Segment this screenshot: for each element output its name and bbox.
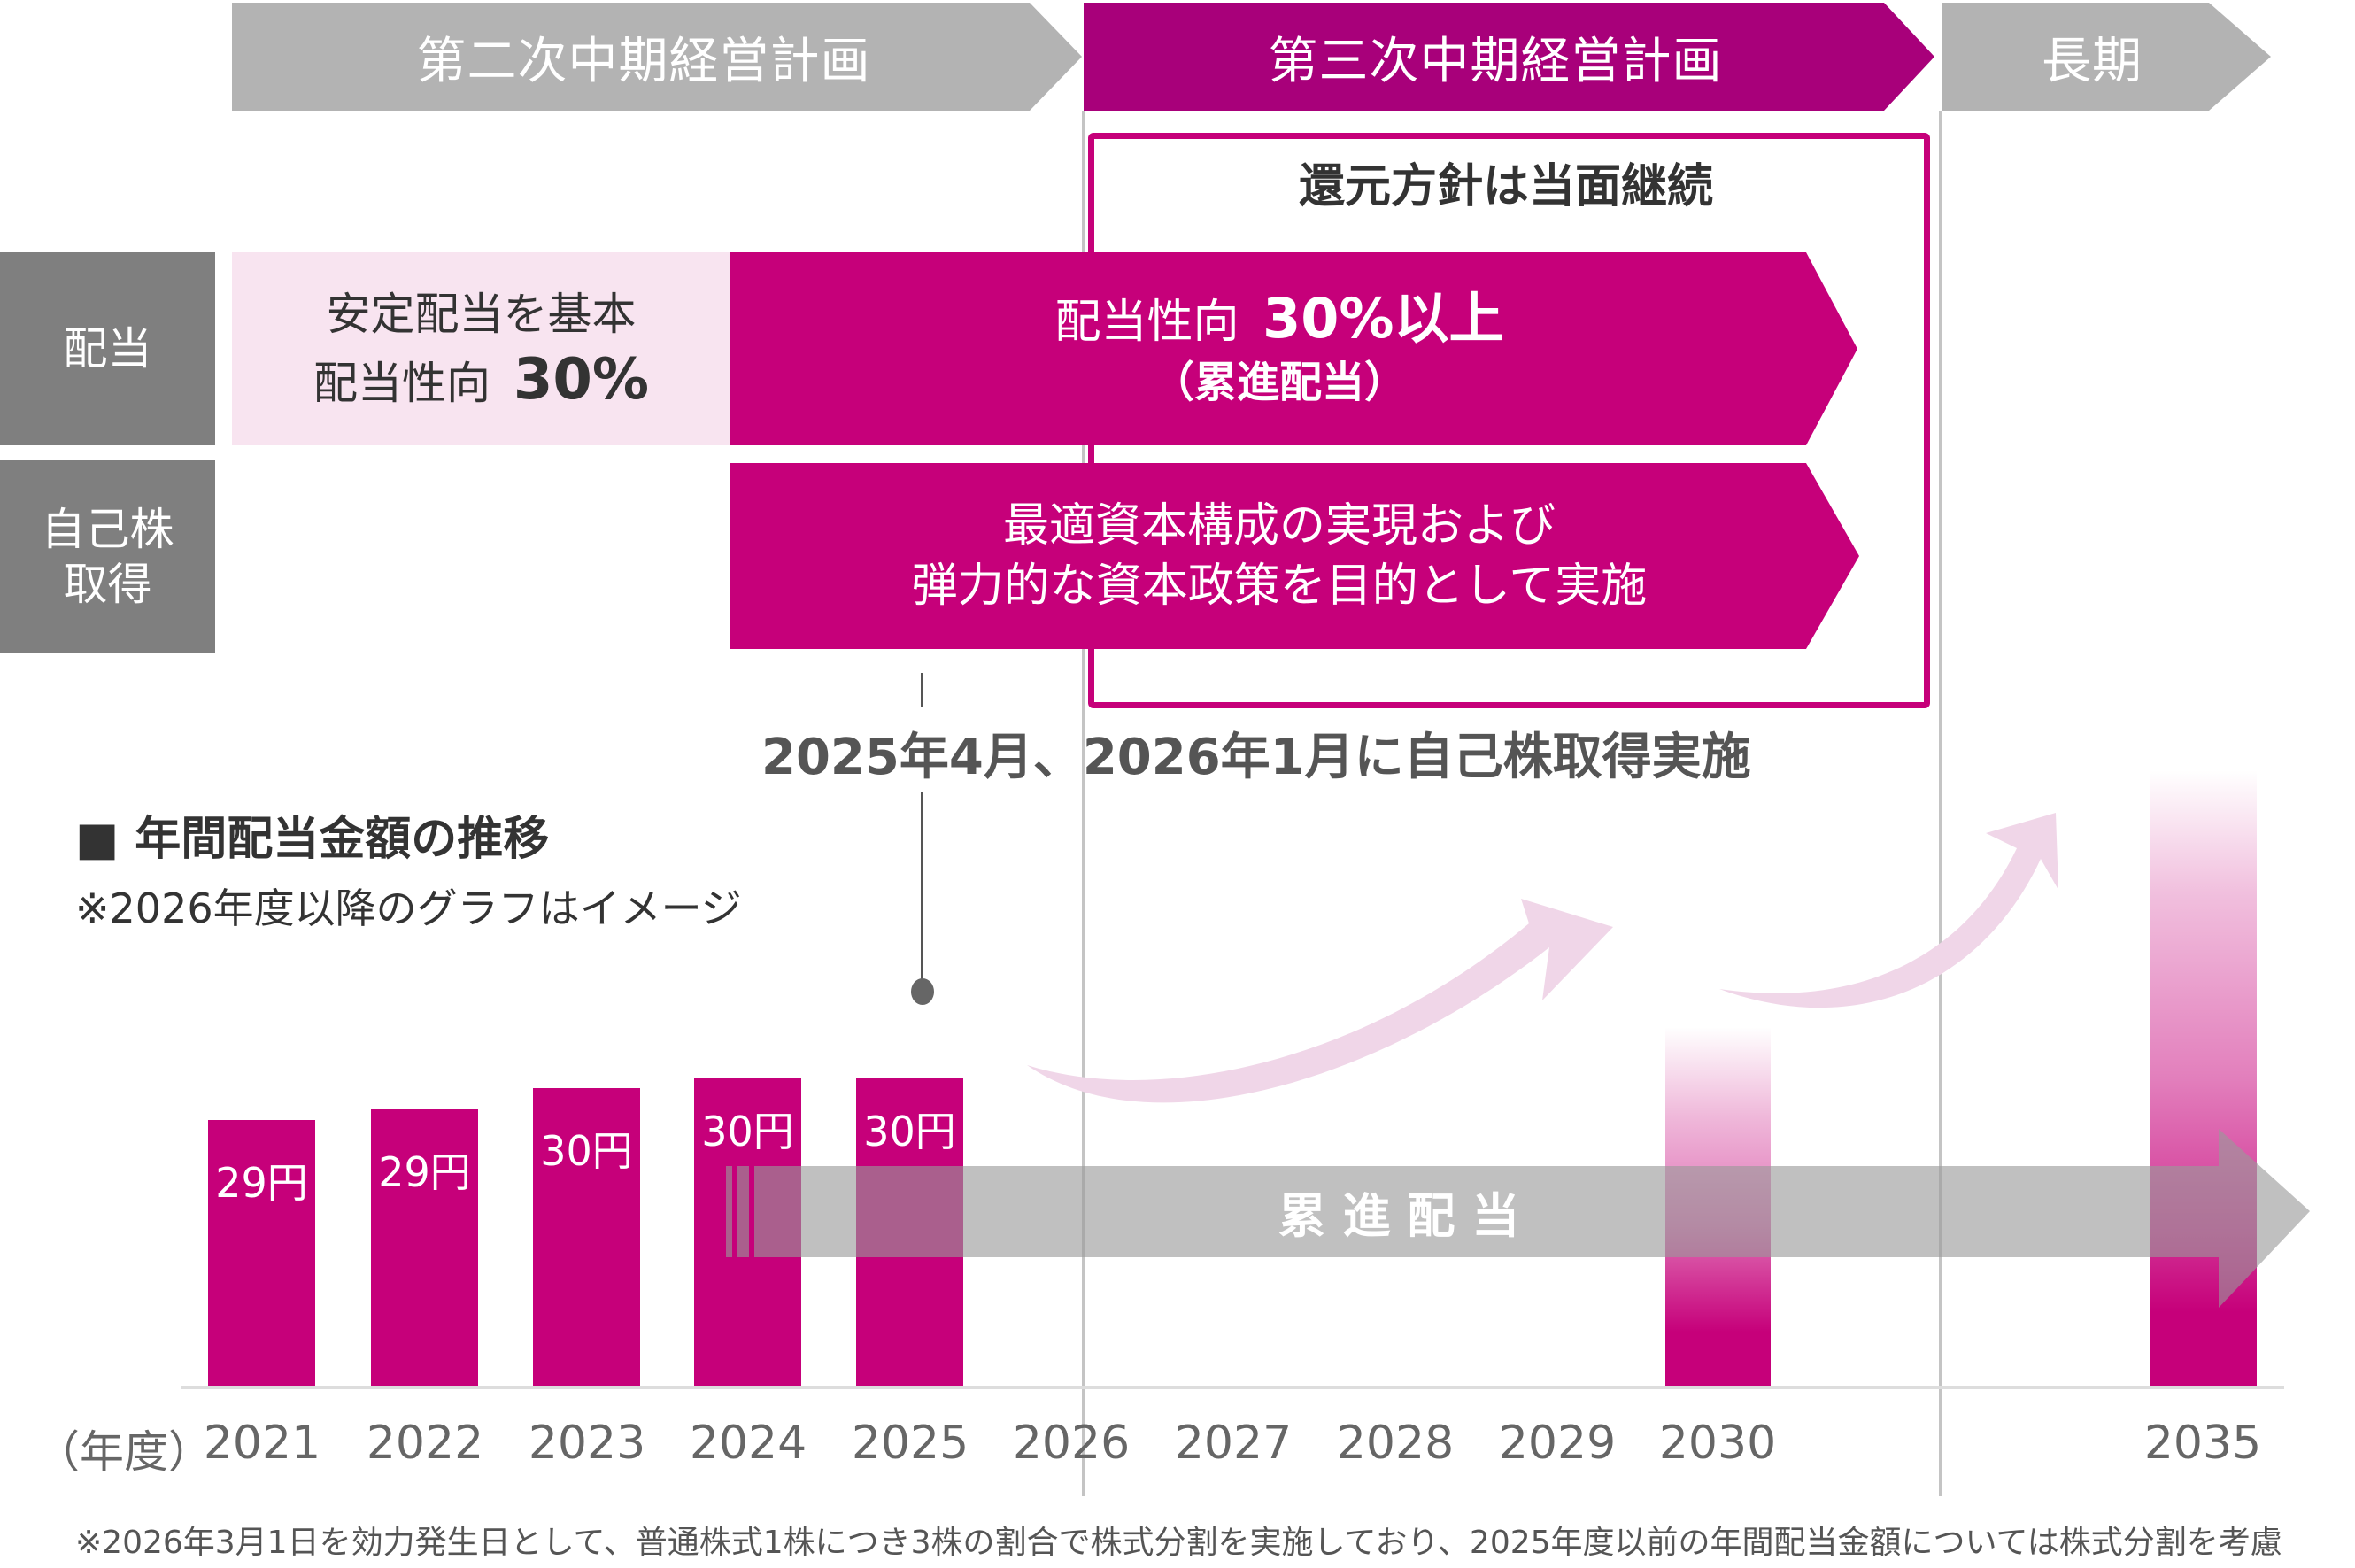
dividend-current-policy: 安定配当を基本 配当性向 30% bbox=[232, 252, 730, 445]
bar-2023: 30円 bbox=[533, 1088, 640, 1386]
chart-note: ※2026年度以降のグラフはイメージ bbox=[75, 884, 742, 932]
chart-baseline bbox=[181, 1386, 2284, 1389]
chart-title: 年間配当金額の推移 bbox=[135, 813, 550, 866]
growth-curve-arrows bbox=[1027, 813, 2058, 1103]
phase-2-arrow-shape bbox=[232, 3, 1082, 111]
growth-arrow-2-icon bbox=[1719, 813, 2058, 1008]
callout-line-bottom bbox=[921, 792, 923, 992]
year-2028: 2028 bbox=[1336, 1417, 1455, 1470]
phase-arrows bbox=[232, 3, 2271, 111]
dividend-current-line2: 配当性向 30% bbox=[313, 347, 649, 416]
heading-square-icon: ■ bbox=[75, 813, 120, 866]
row-label-buyback-line2: 取得 bbox=[63, 558, 152, 610]
dividend-future-policy: 配当性向 30%以上 （累進配当） bbox=[730, 252, 1828, 445]
bar-2022: 29円 bbox=[371, 1109, 478, 1386]
year-2025: 2025 bbox=[851, 1417, 969, 1470]
payout-ratio-value: 30% bbox=[513, 347, 650, 413]
year-2022: 2022 bbox=[366, 1417, 484, 1470]
phase-long-arrow-shape bbox=[1942, 3, 2271, 111]
arrow-stripe-2 bbox=[737, 1166, 749, 1257]
axis-unit-label: （年度） bbox=[35, 1426, 212, 1478]
year-2024: 2024 bbox=[689, 1417, 807, 1470]
year-2035: 2035 bbox=[2143, 1417, 2262, 1470]
bar-2022-value: 29円 bbox=[378, 1148, 471, 1196]
growth-arrow-1-icon bbox=[1027, 899, 1613, 1103]
year-2026: 2026 bbox=[1012, 1417, 1131, 1470]
buyback-policy: 最適資本構成の実現および 弾力的な資本政策を目的として実施 bbox=[730, 463, 1828, 649]
policy-box-title: 還元方針は当面継続 bbox=[1298, 159, 1713, 213]
arrow-body bbox=[754, 1129, 2310, 1308]
buyback-line2: 弾力的な資本政策を目的として実施 bbox=[911, 560, 1648, 613]
policy-arrows bbox=[730, 252, 1859, 649]
dividend-future-line2: （累進配当） bbox=[1151, 358, 1407, 407]
bar-2024-value: 30円 bbox=[701, 1108, 794, 1155]
buyback-annotation: 2025年4月、2026年1月に自己株取得実施 bbox=[761, 729, 1751, 786]
dividend-current-line1: 安定配当を基本 bbox=[326, 289, 637, 340]
buyback-line1: 最適資本構成の実現および bbox=[1002, 499, 1556, 552]
progressive-dividend-arrow bbox=[726, 1129, 2310, 1308]
chart-heading: ■ 年間配当金額の推移 bbox=[75, 801, 549, 868]
bar-2023-value: 30円 bbox=[540, 1127, 633, 1175]
row-label-dividend-text: 配当 bbox=[63, 323, 152, 375]
payout-ratio-label: 配当性向 bbox=[313, 358, 490, 409]
callout-dot-icon bbox=[911, 978, 934, 1005]
year-2027: 2027 bbox=[1174, 1417, 1293, 1470]
phase-long-label: 長期 bbox=[2042, 32, 2143, 90]
year-2023: 2023 bbox=[528, 1417, 646, 1470]
bar-2025-value: 30円 bbox=[863, 1108, 956, 1155]
row-label-buyback: 自己株 取得 bbox=[0, 460, 215, 653]
bar-2021: 29円 bbox=[208, 1120, 315, 1386]
footnote: ※2026年3月1日を効力発生日として、普通株式1株につき3株の割合で株式分割を… bbox=[75, 1525, 2282, 1561]
year-2029: 2029 bbox=[1498, 1417, 1617, 1470]
row-label-buyback-line1: 自己株 bbox=[41, 503, 174, 555]
divider-phase3-start bbox=[1082, 111, 1085, 1496]
row-label-dividend: 配当 bbox=[0, 252, 215, 445]
divider-longterm-start bbox=[1939, 111, 1942, 1496]
phase-2-label: 第二次中期経営計画 bbox=[416, 32, 871, 90]
year-2030: 2030 bbox=[1658, 1417, 1777, 1470]
buyback-arrow-shape bbox=[730, 463, 1859, 649]
year-2021: 2021 bbox=[203, 1417, 321, 1470]
future-payout-value: 30%以上 bbox=[1262, 286, 1504, 351]
dividend-future-arrow-shape bbox=[730, 252, 1857, 445]
phase-3-label: 第三次中期経営計画 bbox=[1268, 32, 1723, 90]
progressive-dividend-label: 累 進 配 当 bbox=[1278, 1188, 1520, 1244]
bar-2021-value: 29円 bbox=[215, 1159, 308, 1207]
dividend-future-line1: 配当性向 30%以上 bbox=[1055, 287, 1504, 354]
future-payout-label: 配当性向 bbox=[1054, 296, 1239, 349]
phase-3-arrow-shape bbox=[1084, 3, 1934, 111]
arrow-stripe-1 bbox=[726, 1166, 732, 1257]
callout-line-top bbox=[921, 673, 923, 707]
